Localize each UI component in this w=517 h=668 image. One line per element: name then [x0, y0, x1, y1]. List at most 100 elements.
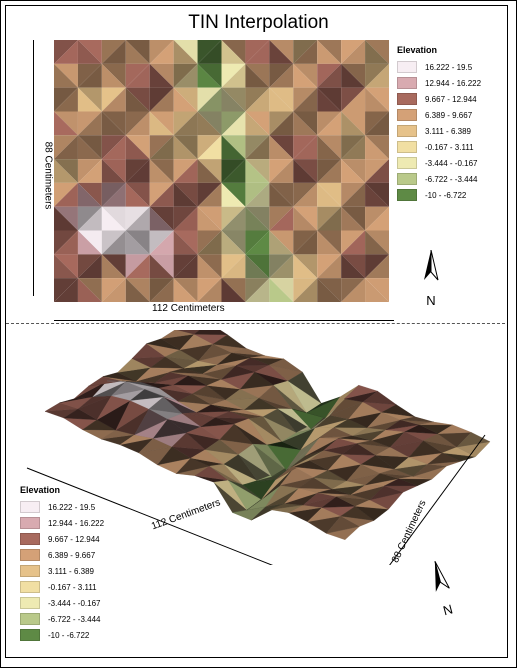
tin-facet: [365, 182, 389, 207]
tin-facet: [149, 87, 174, 112]
tin-facet: [173, 40, 198, 64]
tin-facet: [341, 230, 366, 255]
legend-item: -3.444 - -0.167: [397, 155, 481, 171]
tin-facet: [269, 159, 294, 183]
tin-facet: [341, 87, 366, 112]
tin-facet: [317, 40, 342, 64]
tin-facet: [197, 40, 222, 64]
legend-item: 6.389 - 9.667: [397, 107, 481, 123]
tin-facet: [197, 135, 222, 160]
legend-label: 6.389 - 9.667: [48, 550, 96, 560]
tin-facet: [245, 111, 270, 136]
legend-swatch: [397, 77, 417, 89]
tin-facet: [245, 40, 270, 64]
tin-facet: [197, 206, 222, 231]
north-arrow-icon: N: [434, 560, 454, 618]
tin-facet: [365, 230, 389, 255]
legend-label: 12.944 - 16.222: [425, 78, 482, 88]
tin-facet: [173, 159, 198, 183]
tin-facet-3d: [400, 416, 434, 423]
tin-facet: [54, 135, 78, 160]
legend-label: 9.667 - 12.944: [48, 534, 100, 544]
tin-facet: [269, 63, 294, 88]
tin-facet: [293, 111, 318, 136]
tin-facet: [317, 111, 342, 136]
tin-facet: [149, 87, 174, 112]
tin-facet: [54, 182, 78, 207]
tin-facet: [221, 87, 246, 112]
tin-facet: [293, 87, 318, 112]
legend-label: 9.667 - 12.944: [425, 94, 477, 104]
tin-facet: [221, 230, 246, 255]
tin-facet-3d: [231, 348, 266, 356]
legend-2d: Elevation 16.222 - 19.5 12.944 - 16.222 9.…: [397, 45, 481, 203]
north-arrow-icon: N: [424, 249, 439, 308]
tin-facet: [221, 63, 246, 88]
tin-facet: [269, 63, 294, 88]
tin-facet: [317, 135, 342, 160]
legend-label: -3.444 - -0.167: [48, 598, 101, 608]
tin-facet: [77, 63, 102, 88]
tin-facet: [365, 254, 389, 279]
legend-item: 16.222 - 19.5: [20, 499, 104, 515]
tin-facet: [269, 135, 294, 160]
tin-facet: [54, 206, 78, 231]
tin-facet: [197, 159, 222, 183]
tin-facet: [197, 182, 222, 207]
tin-facet: [317, 230, 342, 255]
tin-facet: [149, 40, 174, 64]
tin-facet: [293, 182, 318, 207]
legend-item: -10 - -6.722: [20, 627, 104, 643]
tin-facet: [221, 278, 246, 302]
legend-swatch: [397, 125, 417, 137]
legend-item: -6.722 - -3.444: [20, 611, 104, 627]
tin-facet: [173, 40, 198, 64]
tin-facet: [269, 230, 294, 255]
tin-facet: [221, 254, 246, 279]
tin-facet: [365, 230, 389, 255]
tin-facet: [245, 111, 270, 136]
tin-facet: [365, 278, 389, 302]
page-title: TIN Interpolation: [188, 12, 329, 33]
tin-facet: [341, 111, 366, 136]
tin-facet: [245, 278, 270, 302]
legend-swatch: [397, 109, 417, 121]
north-label: N: [426, 293, 435, 308]
tin-facet: [293, 278, 318, 302]
tin-facet: [149, 135, 174, 160]
tin-facet: [173, 278, 198, 302]
tin-facet: [173, 111, 198, 136]
tin-facet: [149, 111, 174, 136]
tin-facet: [365, 87, 389, 112]
tin-facet: [293, 206, 318, 231]
tin-facet: [221, 135, 246, 160]
tin-facet: [197, 230, 222, 255]
tin-facet: [101, 111, 126, 136]
legend-label: 6.389 - 9.667: [425, 110, 473, 120]
tin-facet: [149, 63, 174, 88]
tin-facet: [341, 63, 366, 88]
tin-facet: [101, 182, 126, 207]
tin-facet: [77, 206, 102, 231]
tin-facet: [101, 40, 126, 64]
tin-facet: [317, 63, 342, 88]
legend-item: -3.444 - -0.167: [20, 595, 104, 611]
tin-facet: [173, 87, 198, 112]
tin-facet: [317, 111, 342, 136]
tin-facet: [197, 278, 222, 302]
tin-facet: [317, 182, 342, 207]
tin-facet: [245, 135, 270, 160]
tin-facet: [197, 135, 222, 160]
legend-item: 3.111 - 6.389: [20, 563, 104, 579]
tin-facet: [365, 278, 389, 302]
legend-label: -0.167 - 3.111: [425, 142, 474, 152]
tin-facet: [101, 87, 126, 112]
tin-facet: [197, 63, 222, 88]
tin-facet: [197, 87, 222, 112]
tin-facet: [341, 63, 366, 88]
tin-facet: [173, 182, 198, 207]
tin-facet: [269, 87, 294, 112]
tin-facet-3d: [193, 330, 229, 335]
tin-3d-surface: [26, 330, 491, 565]
tin-facet: [293, 135, 318, 160]
